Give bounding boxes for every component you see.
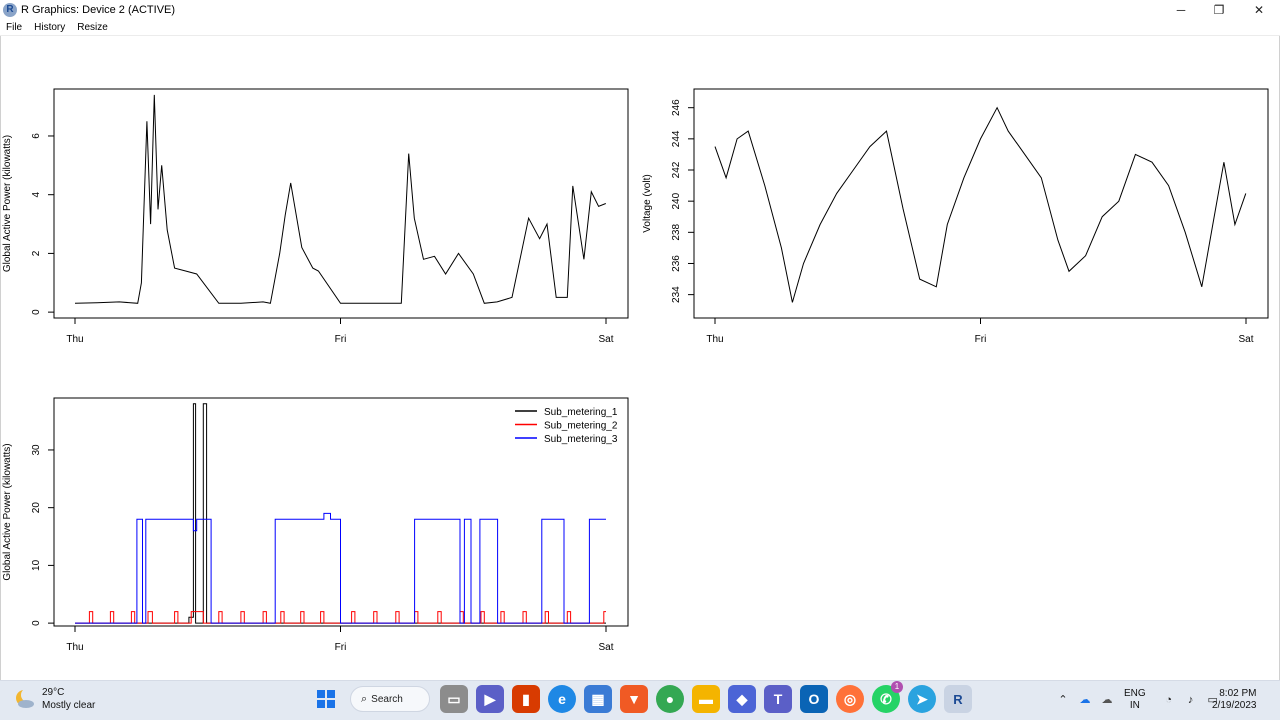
file-explorer-icon[interactable]: ▬ [692, 685, 720, 713]
whatsapp-icon[interactable]: ✆ 1 [872, 681, 903, 713]
window-title: R Graphics: Device 2 (ACTIVE) [21, 4, 176, 16]
x-tick-label: Sat [598, 642, 613, 653]
menu-bar: File History Resize [0, 20, 1280, 36]
outlook-icon[interactable]: O [800, 685, 828, 713]
y-tick-label: 238 [671, 224, 682, 241]
y-tick-label: 234 [671, 286, 682, 303]
taskbar-search[interactable]: ⌕ Search [350, 686, 430, 712]
language-indicator[interactable]: ENG IN [1124, 688, 1146, 712]
x-tick-label: Thu [66, 334, 83, 345]
y-tick-label: 240 [671, 192, 682, 209]
moon-cloud-icon [16, 688, 35, 708]
store-icon[interactable]: ▦ [584, 685, 612, 713]
y-tick-label: 0 [31, 620, 42, 626]
plot-frame-2 [693, 88, 1269, 319]
chevron-up-icon[interactable]: ⌃ [1058, 694, 1068, 706]
lang-code: ENG [1124, 688, 1146, 699]
office-icon[interactable]: ▮ [512, 685, 540, 713]
speaker-icon[interactable]: ♪ [1187, 694, 1194, 706]
series-line-3-1 [75, 403, 606, 624]
series-line-2-1 [714, 106, 1247, 303]
chrome-icon[interactable]: ● [656, 685, 684, 713]
y-tick-label: 242 [671, 161, 682, 178]
y-tick-label: 6 [31, 133, 42, 139]
clock-time: 8:02 PM [1219, 688, 1257, 699]
menu-file[interactable]: File [6, 22, 23, 33]
cloud-icon[interactable]: ☁ [1101, 694, 1113, 706]
weather-temp: 29°C [42, 687, 65, 698]
wifi-icon[interactable]: ◔ [1165, 694, 1172, 706]
y-tick-label: 10 [31, 559, 42, 571]
legend-label: Sub_metering_2 [544, 421, 618, 432]
x-tick-label: Fri [335, 334, 347, 345]
legend-label: Sub_metering_3 [544, 434, 618, 445]
y-tick-label: 4 [31, 191, 42, 197]
menu-history[interactable]: History [34, 22, 66, 33]
weather-widget[interactable]: 29°C Mostly clear [14, 686, 95, 712]
notification-badge: 1 [891, 681, 903, 693]
edge-icon[interactable]: e [548, 685, 576, 713]
minimize-icon: ─ [1176, 3, 1186, 17]
graphics-device-canvas: Thu Fri Sat 0 2 4 6 Global Active Power (kilowa… [0, 36, 1280, 680]
teams-icon[interactable]: T [764, 685, 792, 713]
y-tick-label: 30 [31, 444, 42, 456]
series-line-3-3 [75, 512, 606, 624]
maximize-icon: ❐ [1213, 3, 1225, 17]
x-tick-label: Thu [66, 642, 83, 653]
battery-icon[interactable]: ▭ [1207, 694, 1218, 706]
close-button[interactable]: ✕ [1240, 0, 1278, 20]
x-tick-label: Fri [335, 642, 347, 653]
chat-icon[interactable]: ▶ [476, 685, 504, 713]
maximize-button[interactable]: ❐ [1200, 0, 1238, 20]
y-tick-label: 244 [671, 130, 682, 147]
y-axis-label: Voltage (volt) [642, 174, 653, 232]
windows-logo-icon [317, 690, 335, 708]
r-gui-icon[interactable]: R [944, 685, 972, 713]
x-tick-label: Thu [706, 334, 723, 345]
lang-region: IN [1129, 700, 1140, 711]
y-tick-label: 246 [671, 99, 682, 116]
taskbar: 29°C Mostly clear ⌕ Search ▭ ▶ ▮ e ▦ ▼ ●… [0, 680, 1280, 720]
menu-resize[interactable]: Resize [77, 22, 108, 33]
clock[interactable]: 8:02 PM 2/19/2023 [1212, 688, 1257, 712]
r-app-icon: R [3, 3, 17, 17]
y-axis-label: Global Active Power (kilowatts) [2, 443, 13, 580]
x-tick-label: Fri [975, 334, 987, 345]
telegram-icon[interactable]: ➤ [908, 685, 936, 713]
series-line-3-2 [75, 611, 606, 624]
search-icon: ⌕ [361, 692, 368, 705]
x-tick-label: Sat [1238, 334, 1253, 345]
video-editor-icon[interactable]: ◆ [728, 685, 756, 713]
y-tick-label: 2 [31, 250, 42, 256]
legend-label: Sub_metering_1 [544, 407, 618, 418]
brave-icon[interactable]: ▼ [620, 685, 648, 713]
title-bar: R R Graphics: Device 2 (ACTIVE) ─ ❐ ✕ [0, 0, 1280, 20]
start-button[interactable] [312, 685, 340, 713]
y-axis-label: Global Active Power (kilowatts) [2, 135, 13, 272]
task-view-icon[interactable]: ▭ [440, 685, 468, 713]
y-tick-label: 236 [671, 255, 682, 272]
y-tick-label: 20 [31, 502, 42, 514]
clock-date: 2/19/2023 [1212, 700, 1257, 711]
search-label: Search [371, 693, 403, 705]
minimize-button[interactable]: ─ [1162, 0, 1200, 20]
weather-desc: Mostly clear [42, 700, 96, 711]
y-tick-label: 0 [31, 309, 42, 315]
x-tick-label: Sat [598, 334, 613, 345]
firefox-icon[interactable]: ◎ [836, 685, 864, 713]
onedrive-error-icon[interactable]: ☁ [1079, 694, 1091, 706]
series-line-1-1 [74, 94, 606, 304]
close-icon: ✕ [1253, 3, 1265, 17]
plot-frame-1 [53, 88, 629, 319]
